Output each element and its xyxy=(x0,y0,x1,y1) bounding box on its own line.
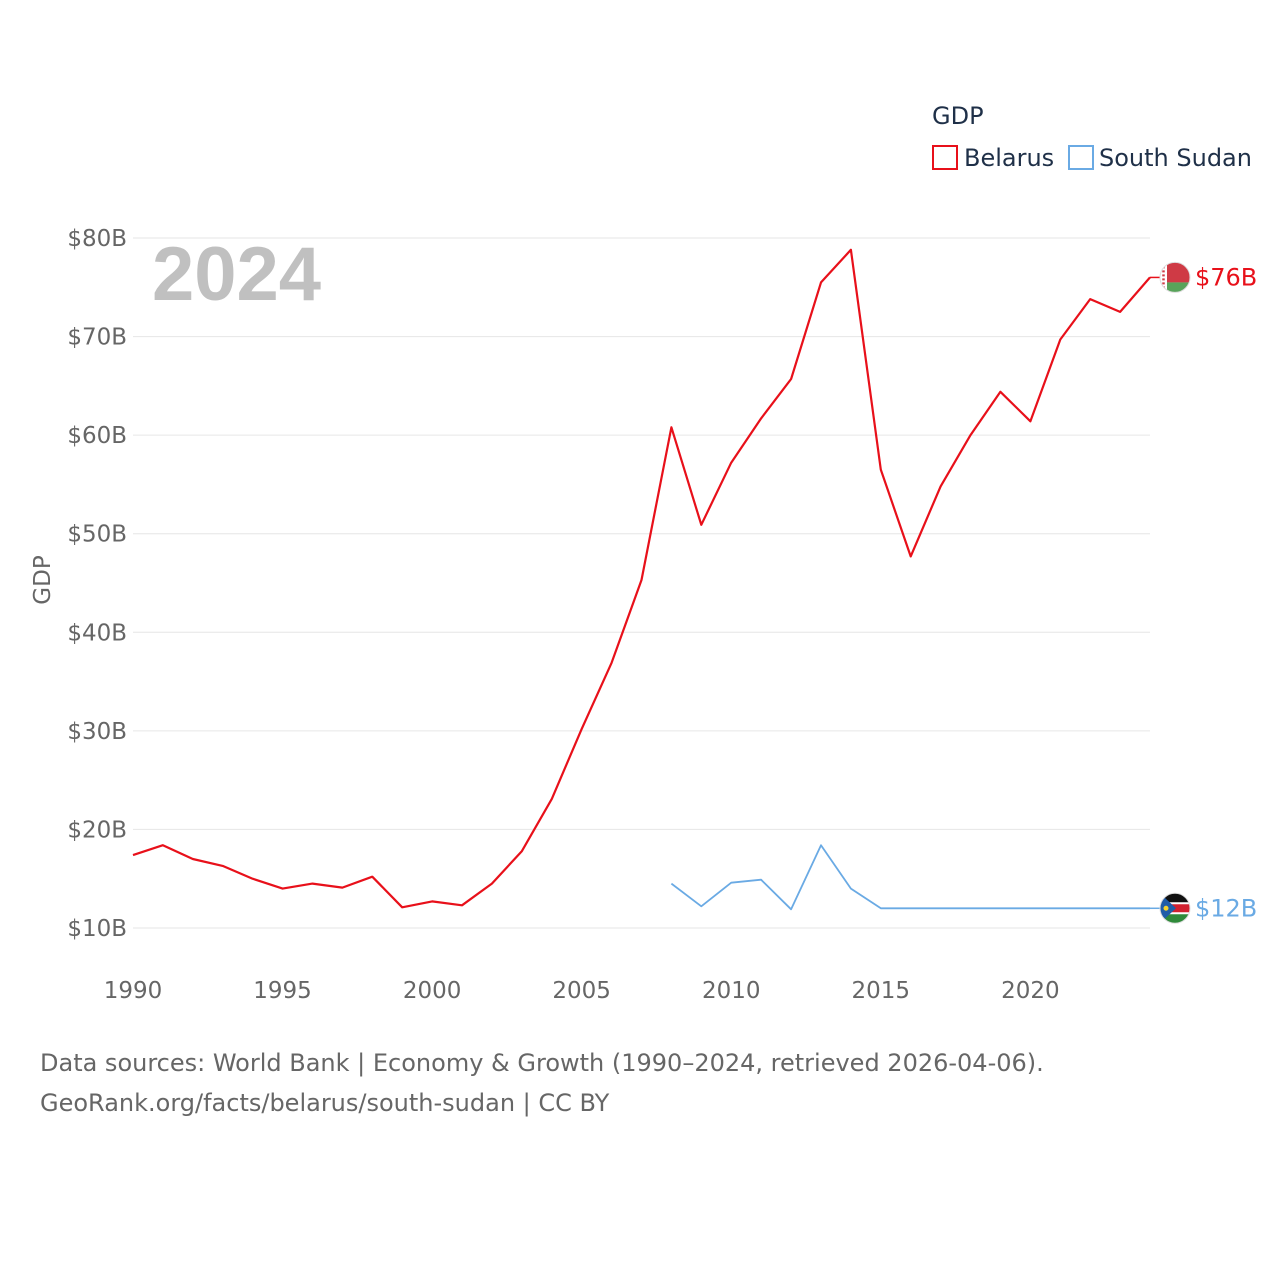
y-tick-label: $70B xyxy=(67,325,127,351)
series-line-south-sudan[interactable] xyxy=(670,844,1150,911)
legend-swatch-south-sudan xyxy=(1068,145,1094,170)
year-watermark: 2024 xyxy=(152,232,321,317)
y-tick-label: $20B xyxy=(67,817,127,843)
y-tick-label: $30B xyxy=(67,719,127,745)
legend-item-belarus[interactable]: Belarus xyxy=(932,144,1054,172)
y-axis-ticks: $10B $20B $30B $40B $50B $60B $70B $80B xyxy=(67,226,127,942)
legend-label-south-sudan: South Sudan xyxy=(1099,144,1252,172)
legend-swatch-belarus xyxy=(932,145,958,170)
x-tick-label: 2010 xyxy=(702,978,761,1004)
x-tick-label: 2020 xyxy=(1001,978,1060,1004)
x-tick-label: 1995 xyxy=(253,978,312,1004)
y-tick-label: $50B xyxy=(67,522,127,548)
footer: Data sources: World Bank | Economy & Gro… xyxy=(40,1043,1044,1123)
legend-item-south-sudan[interactable]: South Sudan xyxy=(1068,144,1252,172)
source-link[interactable]: GeoRank.org/facts/belarus/south-sudan | … xyxy=(40,1089,610,1117)
flag-belarus-icon xyxy=(1159,261,1191,293)
end-label-belarus: $76B xyxy=(1195,263,1257,291)
series-line-belarus[interactable] xyxy=(132,248,1151,909)
legend: GDP Belarus South Sudan xyxy=(932,102,1252,172)
y-tick-label: $10B xyxy=(67,916,127,942)
legend-label-belarus: Belarus xyxy=(964,144,1054,172)
x-tick-label: 2015 xyxy=(852,978,911,1004)
series-lines xyxy=(132,248,1151,911)
x-axis-ticks: 1990 1995 2000 2005 2010 2015 2020 xyxy=(104,978,1060,1004)
gridlines xyxy=(133,237,1150,929)
gdp-line-chart: $10B$20B$30B$40B$50B$60B$70B$80B 1990 199… xyxy=(30,102,1257,1004)
x-tick-label: 2000 xyxy=(403,978,462,1004)
x-tick-label: 1990 xyxy=(104,978,163,1004)
y-tick-label: $80B xyxy=(67,226,127,252)
y-tick-label: $40B xyxy=(67,620,127,646)
y-tick-label: $60B xyxy=(67,423,127,449)
x-tick-label: 2005 xyxy=(552,978,611,1004)
series-end-markers: $76B $12B xyxy=(1150,261,1257,924)
y-axis-title: GDP xyxy=(30,555,56,605)
legend-title: GDP xyxy=(932,102,984,130)
end-label-south-sudan: $12B xyxy=(1195,894,1257,922)
flag-south-sudan-icon xyxy=(1159,892,1191,924)
data-sources-text: Data sources: World Bank | Economy & Gro… xyxy=(40,1049,1044,1077)
